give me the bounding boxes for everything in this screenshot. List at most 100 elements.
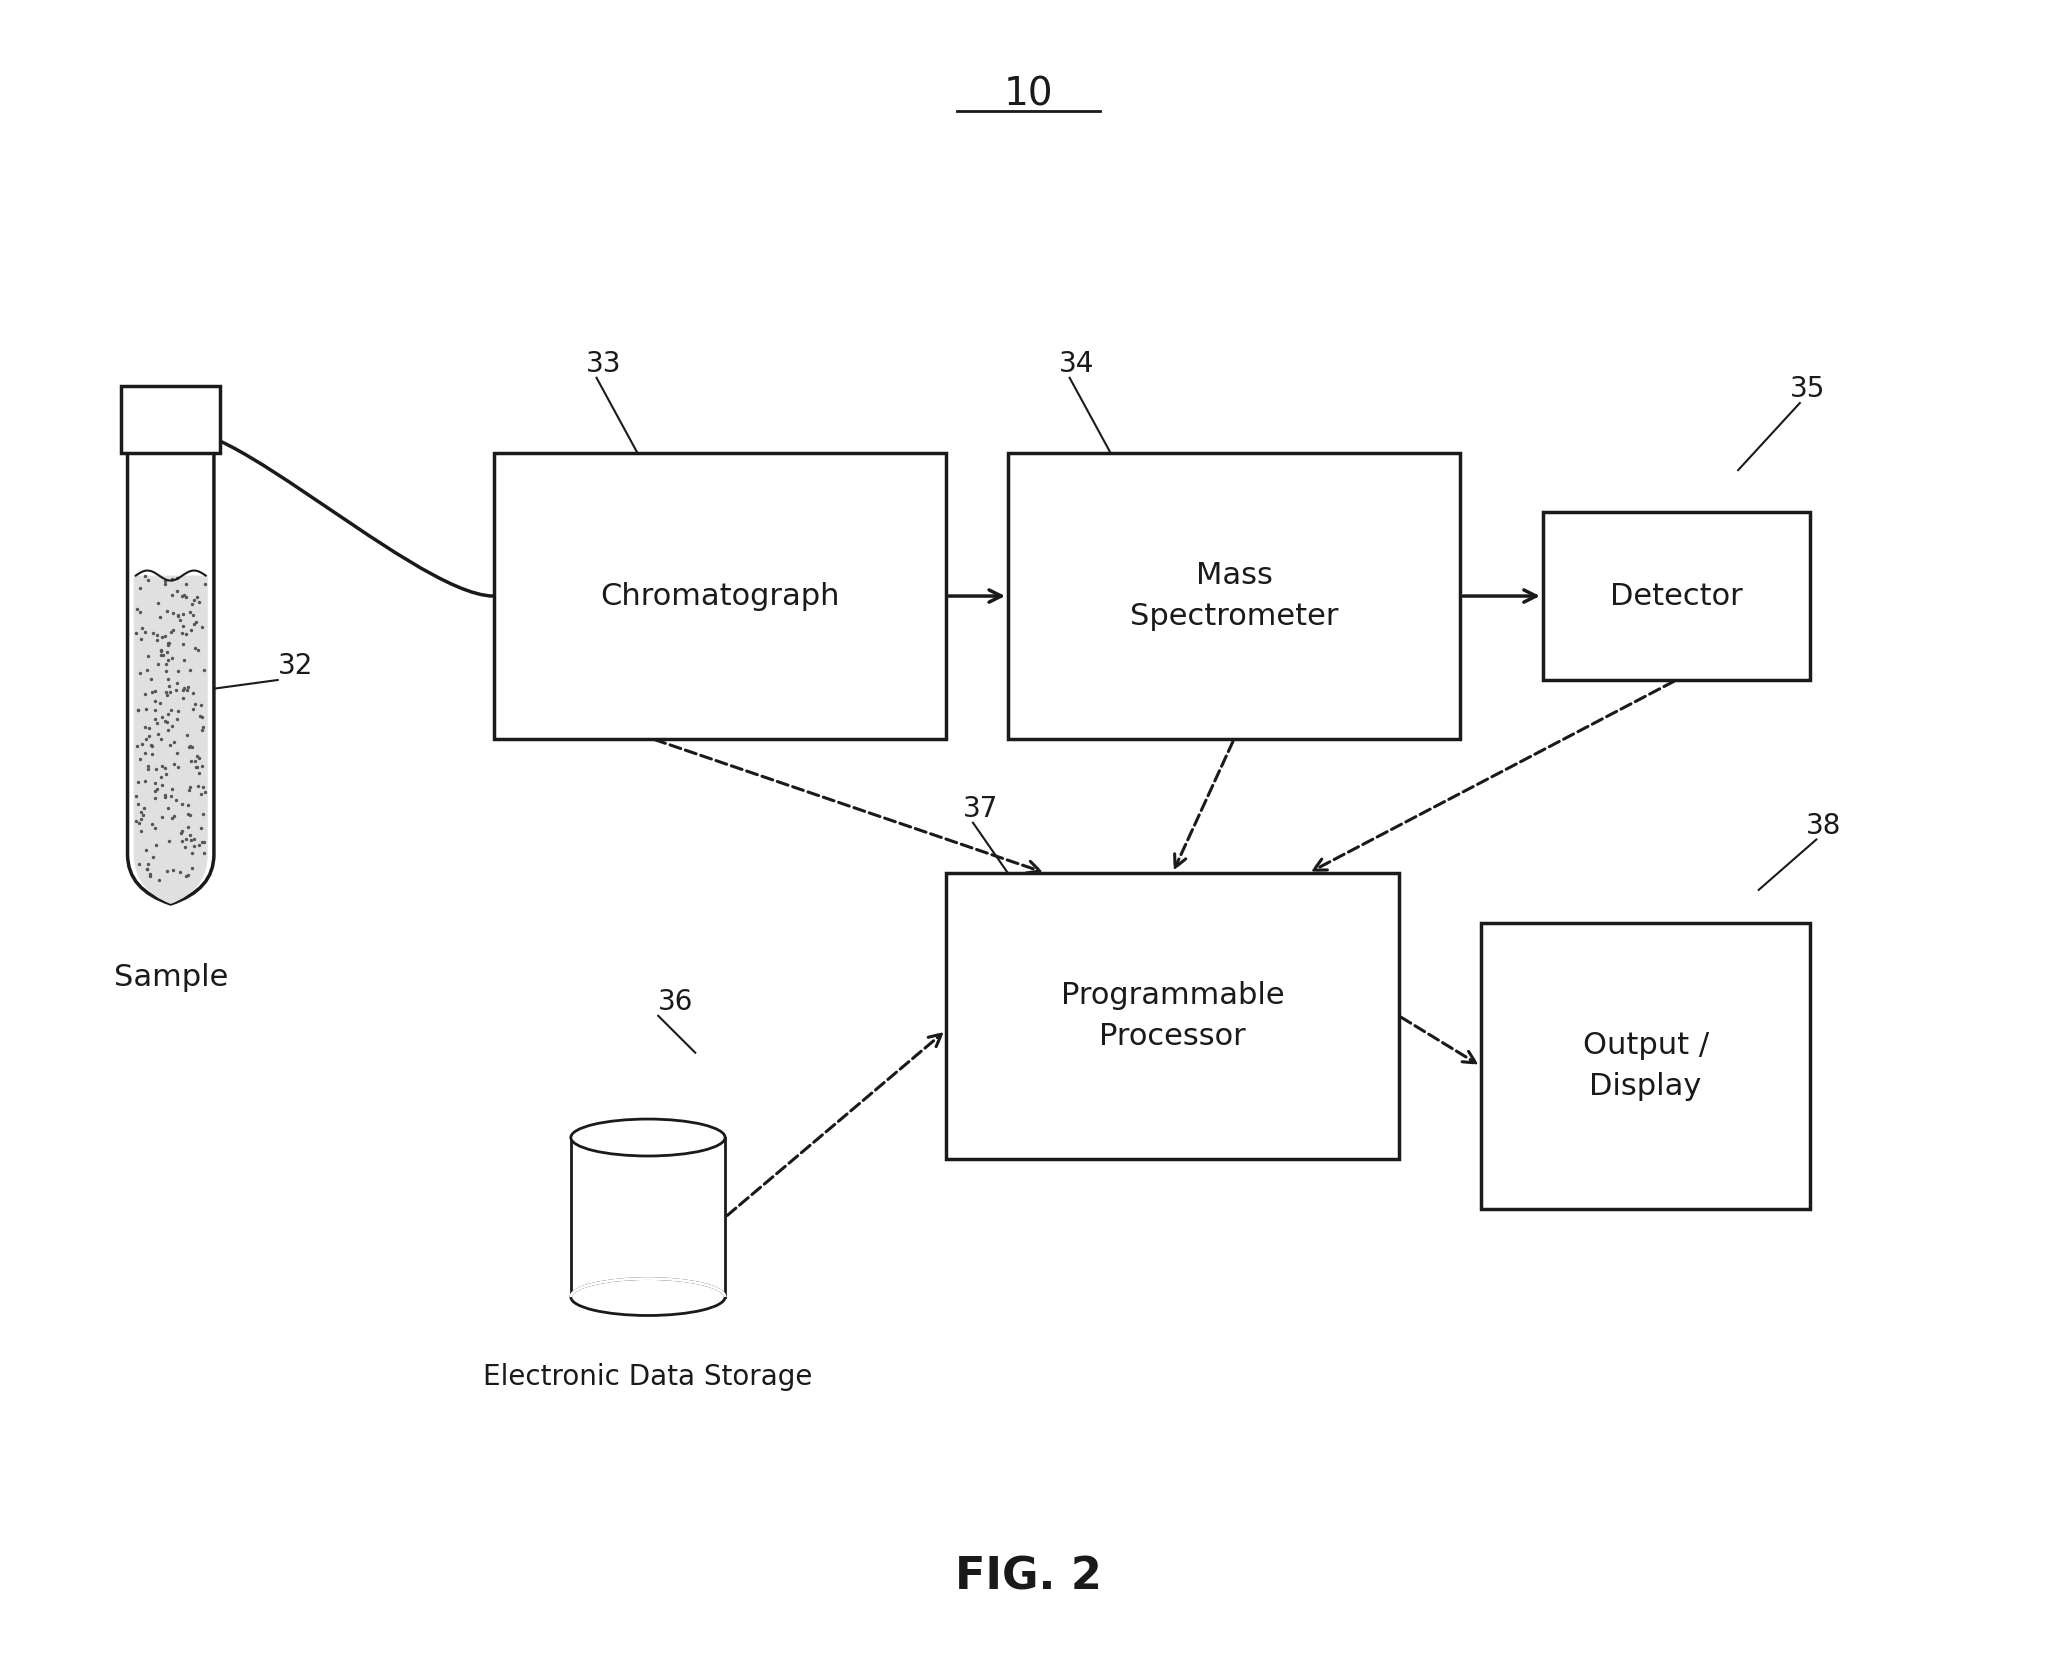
- Point: [167, 646, 200, 673]
- Point: [181, 584, 214, 611]
- Point: [152, 630, 185, 656]
- Point: [156, 776, 189, 803]
- Point: [183, 761, 216, 787]
- Point: [173, 777, 206, 804]
- Point: [185, 829, 218, 856]
- Point: [125, 799, 158, 826]
- Point: [185, 613, 218, 640]
- Point: [140, 626, 173, 653]
- Point: [123, 598, 156, 625]
- Point: [140, 621, 173, 648]
- Point: [138, 697, 171, 724]
- Text: Chromatograph: Chromatograph: [601, 581, 839, 611]
- Point: [169, 833, 202, 860]
- Point: [142, 589, 175, 616]
- Point: [185, 717, 218, 744]
- Point: [142, 651, 175, 678]
- Point: [144, 764, 177, 791]
- Point: [140, 776, 173, 803]
- Point: [169, 863, 202, 890]
- Point: [156, 566, 189, 593]
- Point: [160, 677, 193, 704]
- Point: [146, 641, 179, 668]
- Point: [167, 599, 200, 626]
- Point: [150, 682, 183, 709]
- Point: [132, 722, 165, 749]
- Point: [136, 678, 169, 705]
- Point: [183, 831, 216, 858]
- Point: [167, 583, 200, 609]
- Point: [144, 641, 177, 668]
- Point: [130, 695, 163, 722]
- Point: [132, 656, 165, 683]
- Point: [125, 615, 158, 641]
- Point: [138, 784, 171, 811]
- Point: [138, 777, 171, 804]
- Text: Sample: Sample: [113, 962, 228, 992]
- Point: [138, 771, 171, 798]
- Point: [123, 626, 156, 653]
- Point: [148, 782, 181, 809]
- Point: [154, 678, 187, 705]
- Point: [165, 620, 197, 646]
- Point: [167, 613, 200, 640]
- Point: [160, 578, 193, 604]
- Point: [177, 695, 210, 722]
- Point: [179, 754, 212, 781]
- Point: [130, 680, 163, 707]
- Point: [156, 599, 189, 626]
- Point: [156, 804, 189, 831]
- Text: 36: 36: [658, 987, 693, 1016]
- Point: [156, 714, 189, 740]
- Point: [136, 811, 169, 838]
- Point: [142, 866, 175, 893]
- Point: [175, 840, 208, 866]
- Point: [142, 720, 175, 747]
- Point: [185, 752, 218, 779]
- Point: [138, 688, 171, 715]
- Point: [121, 769, 154, 796]
- Point: [183, 702, 216, 729]
- Point: [144, 636, 177, 663]
- Point: [167, 685, 200, 712]
- Point: [121, 809, 154, 836]
- Point: [128, 801, 160, 828]
- Point: [128, 740, 160, 767]
- Bar: [946, 873, 1399, 1159]
- Point: [185, 781, 218, 808]
- Point: [130, 836, 163, 863]
- Text: 33: 33: [586, 349, 621, 378]
- Point: [128, 794, 160, 821]
- Point: [119, 732, 152, 759]
- Point: [130, 856, 163, 883]
- Point: [169, 675, 202, 702]
- Point: [150, 761, 183, 787]
- Point: [136, 740, 169, 767]
- Point: [152, 646, 185, 673]
- Point: [165, 791, 197, 818]
- Point: [136, 732, 169, 759]
- Text: 37: 37: [963, 794, 998, 823]
- Point: [121, 697, 154, 724]
- Point: [160, 754, 193, 781]
- Point: [142, 709, 175, 735]
- Point: [173, 656, 206, 683]
- Point: [150, 598, 183, 625]
- Point: [121, 596, 154, 623]
- Point: [171, 861, 204, 888]
- Point: [152, 828, 185, 855]
- Point: [134, 860, 167, 887]
- Point: [187, 828, 220, 855]
- Point: [123, 660, 156, 687]
- Point: [144, 604, 177, 631]
- Point: [169, 583, 202, 609]
- Bar: [1008, 453, 1460, 739]
- Point: [148, 784, 181, 811]
- Point: [177, 680, 210, 707]
- Point: [173, 774, 206, 801]
- Point: [154, 732, 187, 759]
- Point: [181, 754, 214, 781]
- Point: [154, 620, 187, 646]
- Point: [123, 818, 156, 845]
- Point: [189, 571, 222, 598]
